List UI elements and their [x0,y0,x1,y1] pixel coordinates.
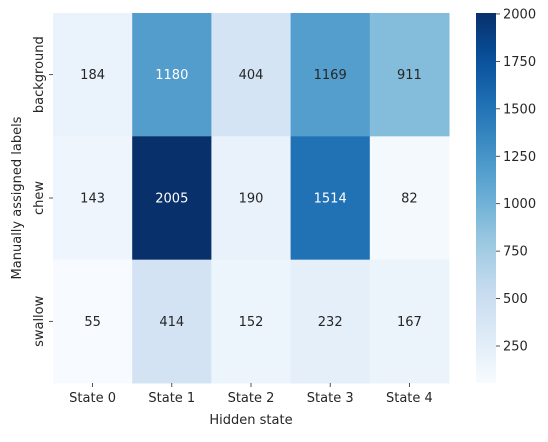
cell-value-label: 1180 [155,68,188,83]
cell-value-label: 911 [397,68,422,83]
cell-value-label: 414 [159,315,184,330]
heatmap-cell [211,259,292,384]
cell-value-label: 404 [239,68,264,83]
colorbar-tick-label: 250 [503,340,528,355]
cell-value-label: 184 [80,68,105,83]
heatmap-cell-labels: 184 1180 404 1169 911 143 2005 190 1514 82 55 414 15… [80,68,422,330]
heatmap-cell [369,13,450,137]
cell-value-label: 82 [401,192,418,207]
colorbar-tick-label: 750 [503,245,528,260]
cell-value-label: 55 [84,315,101,330]
cell-value-label: 143 [80,192,105,207]
x-tick-label: State 2 [228,391,275,406]
cell-value-label: 152 [239,315,264,330]
x-axis-label: Hidden state [209,413,292,428]
y-tick-label: chew [32,181,47,215]
heatmap-cell [53,13,133,137]
heatmap-cell [211,13,292,137]
x-tick-label: State 0 [69,391,116,406]
cell-value-label: 167 [397,315,422,330]
colorbar-tick-label: 500 [503,292,528,307]
x-axis-ticks: State 0 State 1 State 2 State 3 State 4 [69,383,433,406]
heatmap-cell [132,13,212,137]
colorbar-tick-label: 1000 [503,197,536,212]
y-tick-label: background [32,36,47,113]
y-axis-label: Manually assigned labels [10,116,25,279]
y-axis-ticks: background chew swallow [32,36,53,347]
x-tick-label: State 4 [386,391,433,406]
heatmap-cell [369,259,450,384]
heatmap-cell [369,136,450,261]
x-tick-label: State 1 [148,391,195,406]
colorbar-tick-label: 2000 [503,7,536,22]
heatmap-cell [132,136,212,261]
colorbar-tick-label: 1500 [503,102,536,117]
heatmap-cells [53,13,450,384]
heatmap-cell [290,136,371,261]
cell-value-label: 1169 [314,68,347,83]
cell-value-label: 190 [239,192,264,207]
cell-value-label: 1514 [314,192,347,207]
heatmap-cell [132,259,212,384]
heatmap-cell [211,136,292,261]
colorbar [476,13,496,383]
x-tick-label: State 3 [307,391,354,406]
heatmap-cell [290,259,371,384]
cell-value-label: 2005 [155,192,188,207]
colorbar-ticks: 250 500 750 1000 1250 1500 1750 2000 [496,7,536,355]
colorbar-tick-label: 1250 [503,150,536,165]
heatmap-cell [53,136,133,261]
heatmap-cell [290,13,371,137]
colorbar-tick-label: 1750 [503,55,536,70]
y-tick-label: swallow [32,295,47,347]
cell-value-label: 232 [318,315,343,330]
heatmap-cell [53,259,133,384]
